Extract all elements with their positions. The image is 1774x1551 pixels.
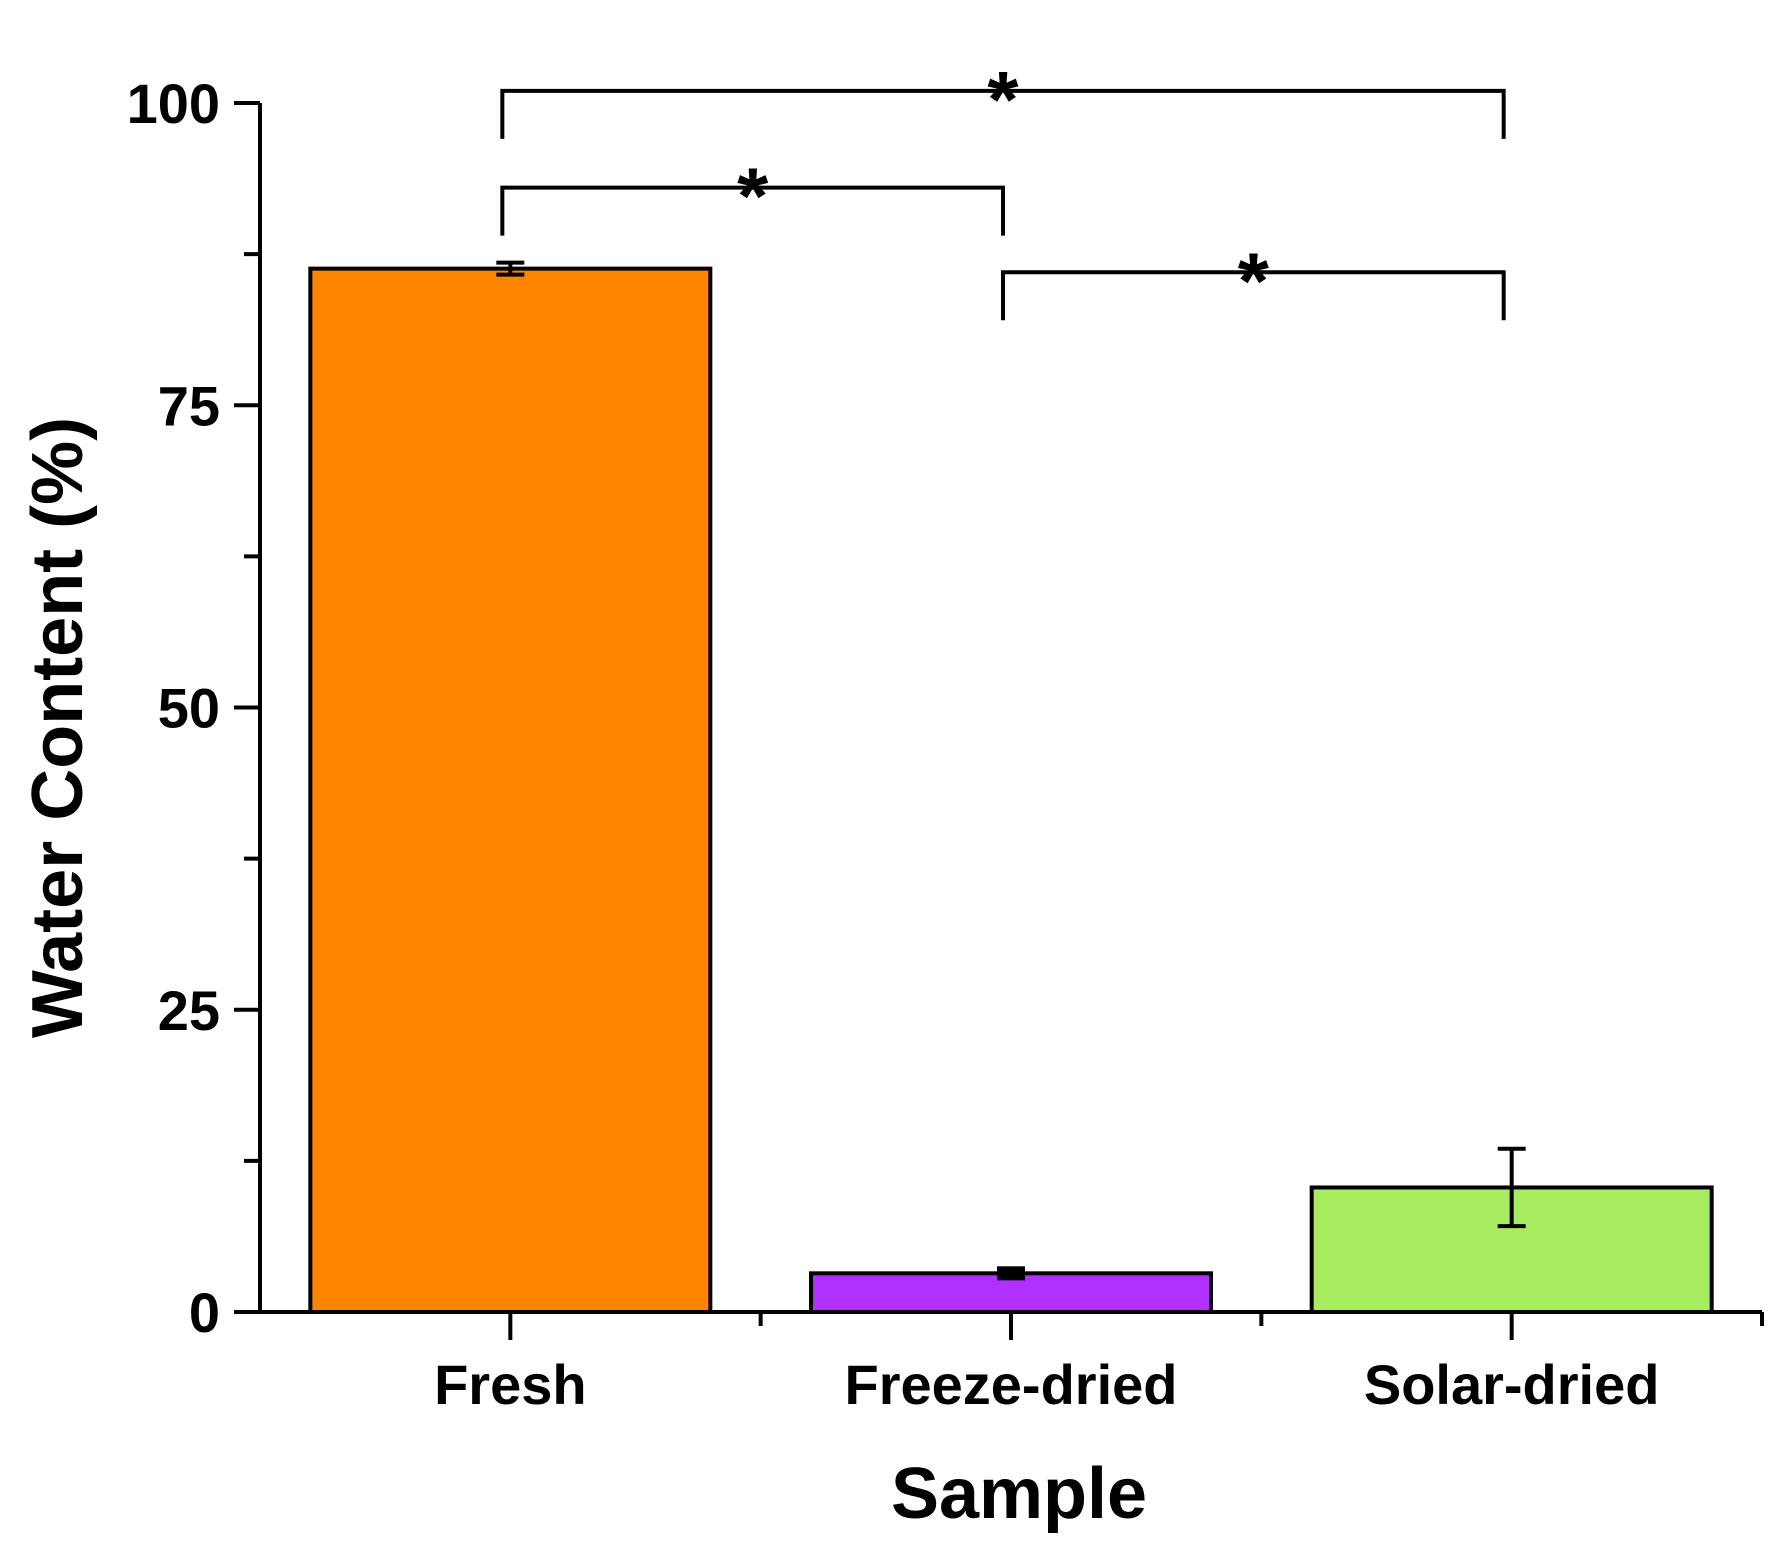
significance-star: *	[737, 152, 769, 241]
error-bar-fresh	[496, 260, 525, 277]
bar-solar-dried	[1309, 1185, 1714, 1315]
bracket-line	[500, 88, 1506, 139]
y-tick-label: 75	[158, 374, 220, 437]
significance-bracket-1: *	[500, 152, 1005, 241]
x-tick-label-freeze-dried: Freeze-dried	[845, 1353, 1178, 1416]
y-tick-label: 100	[127, 72, 220, 135]
bar-fresh	[308, 266, 713, 1314]
significance-bracket-2: *	[500, 55, 1506, 144]
y-axis-title: Water Content (%)	[18, 417, 98, 1038]
x-tick-label-fresh: Fresh	[434, 1353, 587, 1416]
x-axis-ticks: Fresh Freeze-dried Solar-dried	[434, 1312, 1764, 1416]
significance-star: *	[987, 55, 1019, 144]
error-bars	[496, 260, 1526, 1281]
significance-brackets: * * *	[500, 55, 1506, 325]
bracket-line	[500, 185, 1005, 236]
bracket-line	[1001, 270, 1506, 321]
x-tick-label-solar-dried: Solar-dried	[1364, 1353, 1660, 1416]
y-axis-ticks: 0 25 50 75 100	[127, 72, 260, 1344]
significance-star: *	[1238, 236, 1270, 325]
x-axis-title: Sample	[891, 1454, 1147, 1534]
bars	[308, 266, 1714, 1315]
significance-bracket-3: *	[1001, 236, 1506, 325]
y-tick-label: 50	[158, 677, 220, 740]
y-tick-label: 0	[189, 1281, 220, 1344]
error-bar-freeze-dried	[997, 1266, 1025, 1281]
error-bar-solar-dried	[1497, 1146, 1526, 1229]
y-tick-label: 25	[158, 979, 220, 1042]
